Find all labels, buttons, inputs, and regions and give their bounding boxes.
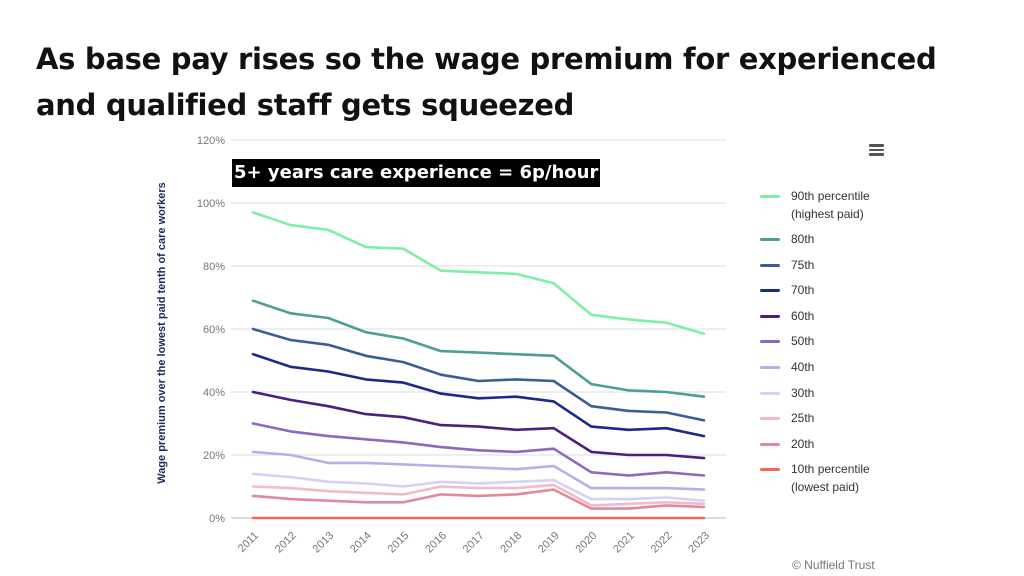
x-tick-label: 2017 bbox=[461, 530, 487, 556]
legend-label: 80th bbox=[791, 232, 815, 246]
legend-swatch bbox=[760, 340, 780, 344]
y-tick-label: 120% bbox=[197, 135, 225, 147]
legend-label: 10th percentile (lowest paid) bbox=[791, 462, 870, 495]
chart-callout: 5+ years care experience = 6p/hour bbox=[232, 159, 601, 187]
x-tick-label: 2019 bbox=[536, 530, 562, 556]
legend-item[interactable]: 70th bbox=[760, 281, 920, 307]
legend-swatch bbox=[760, 195, 780, 198]
legend-item[interactable]: 75th bbox=[760, 256, 920, 282]
legend-swatch bbox=[760, 263, 780, 267]
y-axis-label: Wage premium over the lowest paid tenth … bbox=[156, 182, 168, 484]
slide-title: As base pay rises so the wage premium fo… bbox=[36, 42, 937, 122]
y-tick-label: 20% bbox=[203, 450, 225, 462]
legend-swatch bbox=[760, 391, 780, 395]
x-tick-label: 2014 bbox=[348, 530, 374, 556]
series-line-30th bbox=[251, 472, 706, 502]
series-line-70th bbox=[251, 352, 706, 438]
line-chart: 0% 20% 40% 60% 80% 100% 120% 2011 2012 2013 2014 20… bbox=[156, 135, 726, 556]
legend-swatch bbox=[760, 289, 780, 293]
legend-item[interactable]: 80th bbox=[760, 230, 920, 256]
chart-credit: © Nuffield Trust bbox=[792, 558, 875, 572]
chart-legend: 90th percentile (highest paid) 80th 75th 70… bbox=[760, 187, 920, 503]
legend-label: 90th percentile (highest paid) bbox=[791, 189, 870, 221]
legend-item[interactable]: 90th percentile (highest paid) bbox=[760, 187, 920, 230]
y-tick-label: 100% bbox=[197, 198, 225, 210]
legend-label: 60th bbox=[791, 308, 815, 323]
legend-label: 20th bbox=[791, 436, 815, 451]
y-tick-label: 0% bbox=[209, 513, 225, 525]
y-tick-label: 60% bbox=[203, 324, 225, 336]
legend-swatch bbox=[760, 238, 780, 241]
legend-item[interactable]: 50th bbox=[760, 332, 920, 358]
legend-label: 75th bbox=[791, 257, 815, 272]
legend-swatch bbox=[760, 442, 780, 446]
x-tick-label: 2022 bbox=[649, 530, 675, 556]
legend-item[interactable]: 40th bbox=[760, 358, 920, 384]
legend-item[interactable]: 60th bbox=[760, 307, 920, 333]
legend-swatch bbox=[760, 365, 780, 369]
series-line-50th bbox=[251, 422, 706, 477]
series-line-60th bbox=[251, 390, 706, 460]
chart-panel: 0% 20% 40% 60% 80% 100% 120% 2011 2012 2013 2014 20… bbox=[128, 128, 896, 576]
y-tick-label: 80% bbox=[203, 261, 225, 273]
legend-label: 25th bbox=[791, 411, 815, 426]
series-line-20th bbox=[251, 488, 706, 510]
series-line-25th bbox=[251, 483, 706, 507]
legend-item[interactable]: 20th bbox=[760, 435, 920, 461]
x-tick-label: 2018 bbox=[498, 530, 524, 556]
y-tick-label: 40% bbox=[203, 387, 225, 399]
series-line-80th bbox=[251, 299, 706, 398]
x-tick-label: 2011 bbox=[236, 530, 261, 555]
x-tick-label: 2016 bbox=[423, 530, 449, 556]
series-line-90th-percentile bbox=[251, 211, 706, 335]
legend-swatch bbox=[760, 314, 780, 318]
x-tick-label: 2021 bbox=[611, 530, 637, 556]
legend-label: 30th bbox=[791, 385, 815, 400]
legend-swatch bbox=[760, 417, 780, 421]
legend-label: 40th bbox=[791, 359, 815, 374]
series-line-75th bbox=[251, 327, 706, 422]
x-tick-label: 2012 bbox=[273, 530, 299, 556]
x-tick-label: 2015 bbox=[386, 530, 412, 556]
legend-label: 50th bbox=[791, 334, 815, 349]
hamburger-menu-icon[interactable] bbox=[866, 142, 886, 160]
x-tick-label: 2023 bbox=[686, 530, 712, 556]
series-line-40th bbox=[251, 450, 706, 491]
legend-item[interactable]: 10th percentile (lowest paid) bbox=[760, 460, 920, 503]
x-tick-label: 2013 bbox=[310, 530, 336, 556]
legend-label: 70th bbox=[791, 283, 815, 298]
legend-swatch bbox=[760, 468, 780, 472]
x-tick-label: 2020 bbox=[574, 530, 600, 556]
legend-item[interactable]: 30th bbox=[760, 384, 920, 410]
legend-item[interactable]: 25th bbox=[760, 409, 920, 435]
